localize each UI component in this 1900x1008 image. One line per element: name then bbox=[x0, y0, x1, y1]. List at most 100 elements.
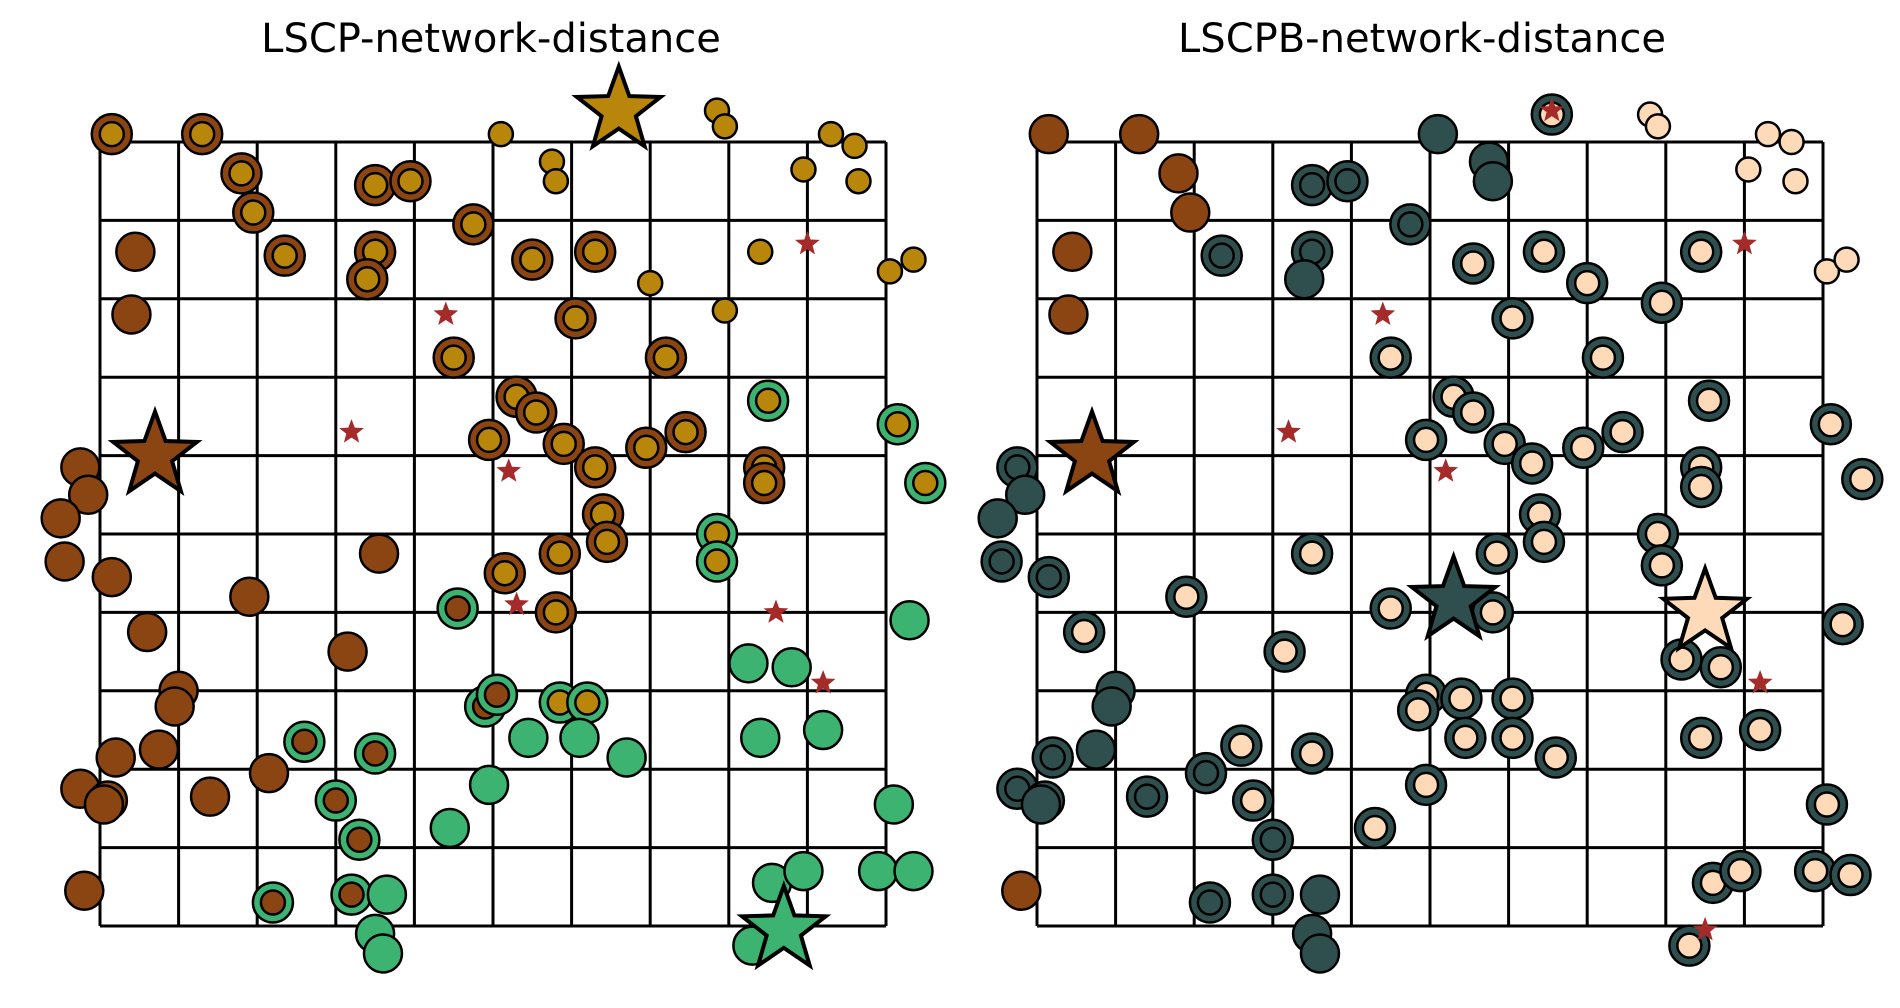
client-point bbox=[271, 242, 298, 269]
client-point bbox=[126, 611, 168, 653]
client-point bbox=[1170, 192, 1211, 233]
client-point bbox=[327, 631, 368, 672]
client-point bbox=[703, 548, 731, 575]
client-point bbox=[581, 454, 609, 481]
client-point bbox=[91, 556, 133, 598]
facility-star bbox=[736, 879, 832, 971]
client-point bbox=[1829, 610, 1856, 638]
client-point bbox=[1070, 618, 1098, 646]
client-point bbox=[1020, 784, 1062, 825]
client-point bbox=[475, 426, 503, 454]
client-point bbox=[1196, 889, 1224, 916]
panel-lscpb: LSCPB-network-distance bbox=[977, 16, 1884, 974]
client-point bbox=[1648, 289, 1676, 316]
client-point bbox=[1746, 716, 1774, 744]
client-point bbox=[1499, 685, 1526, 712]
client-point bbox=[519, 246, 546, 273]
facility-star bbox=[1406, 550, 1502, 641]
client-point bbox=[397, 167, 424, 195]
candidate-star bbox=[1539, 97, 1565, 122]
client-point bbox=[606, 737, 647, 778]
client-point bbox=[1707, 654, 1735, 681]
client-point bbox=[1695, 387, 1723, 414]
client-point bbox=[1518, 450, 1546, 477]
client-point bbox=[154, 686, 195, 727]
candidate-star bbox=[1732, 230, 1757, 255]
client-point bbox=[291, 728, 318, 756]
client-point bbox=[559, 717, 600, 759]
client-point bbox=[802, 709, 844, 751]
candidate-sites bbox=[1276, 97, 1773, 941]
client-point bbox=[581, 238, 609, 266]
candidate-star bbox=[1433, 458, 1459, 482]
facility-star bbox=[1044, 405, 1140, 496]
client-point bbox=[711, 113, 739, 140]
facility-star bbox=[571, 60, 667, 151]
client-point bbox=[1530, 528, 1558, 556]
client-point bbox=[977, 498, 1018, 539]
client-point bbox=[1648, 552, 1676, 579]
client-point bbox=[857, 850, 899, 892]
client-point bbox=[876, 258, 904, 285]
client-point bbox=[542, 599, 570, 626]
client-point bbox=[817, 120, 845, 148]
client-point bbox=[873, 784, 915, 825]
candidate-star bbox=[810, 670, 836, 694]
client-point bbox=[487, 120, 515, 148]
candidate-star bbox=[795, 230, 820, 255]
client-point bbox=[1039, 744, 1066, 771]
client-point bbox=[1813, 791, 1841, 818]
client-point bbox=[1299, 933, 1341, 974]
client-point bbox=[1158, 153, 1199, 194]
client-point bbox=[1091, 686, 1132, 727]
client-point bbox=[98, 120, 126, 148]
client-point bbox=[444, 595, 471, 622]
client-point bbox=[259, 889, 287, 916]
client-point bbox=[633, 434, 660, 462]
client-point bbox=[44, 541, 85, 582]
selected-facilities bbox=[107, 60, 832, 971]
client-point bbox=[1035, 563, 1063, 591]
candidate-star bbox=[339, 419, 364, 443]
client-point bbox=[67, 474, 109, 516]
client-point bbox=[1542, 744, 1570, 771]
data-points bbox=[977, 93, 1884, 974]
client-point bbox=[1283, 258, 1325, 300]
client-point bbox=[845, 167, 872, 195]
client-point bbox=[1075, 729, 1117, 770]
candidate-star bbox=[763, 599, 789, 623]
client-point bbox=[652, 344, 680, 371]
client-point bbox=[322, 787, 350, 814]
client-point bbox=[1133, 783, 1161, 810]
client-point bbox=[1004, 474, 1046, 516]
client-point bbox=[1271, 638, 1298, 665]
client-point bbox=[1754, 120, 1782, 148]
client-point bbox=[1239, 787, 1267, 814]
client-point bbox=[672, 418, 699, 446]
client-point bbox=[912, 469, 939, 497]
client-point bbox=[83, 784, 125, 825]
client-point bbox=[1644, 520, 1672, 548]
client-point bbox=[240, 199, 267, 226]
client-point bbox=[1530, 238, 1558, 266]
client-point bbox=[746, 238, 774, 266]
client-point bbox=[1735, 156, 1762, 183]
client-point bbox=[1397, 211, 1424, 238]
client-point bbox=[546, 540, 574, 567]
client-point bbox=[353, 265, 381, 293]
client-point bbox=[1837, 861, 1864, 889]
client-point bbox=[574, 689, 601, 716]
client-point bbox=[358, 533, 400, 574]
client-point bbox=[361, 740, 389, 767]
chart-title-lscp: LSCP-network-distance bbox=[261, 16, 721, 62]
chart-title-lscpb: LSCPB-network-distance bbox=[1178, 16, 1666, 62]
client-point bbox=[1052, 231, 1093, 273]
facility-star bbox=[1657, 562, 1753, 653]
client-point bbox=[841, 132, 868, 160]
client-point bbox=[1459, 399, 1487, 426]
client-point bbox=[1173, 583, 1200, 610]
client-point bbox=[1412, 426, 1440, 454]
selected-facilities bbox=[1044, 405, 1753, 653]
client-point bbox=[1483, 540, 1511, 567]
client-point bbox=[1192, 759, 1220, 787]
